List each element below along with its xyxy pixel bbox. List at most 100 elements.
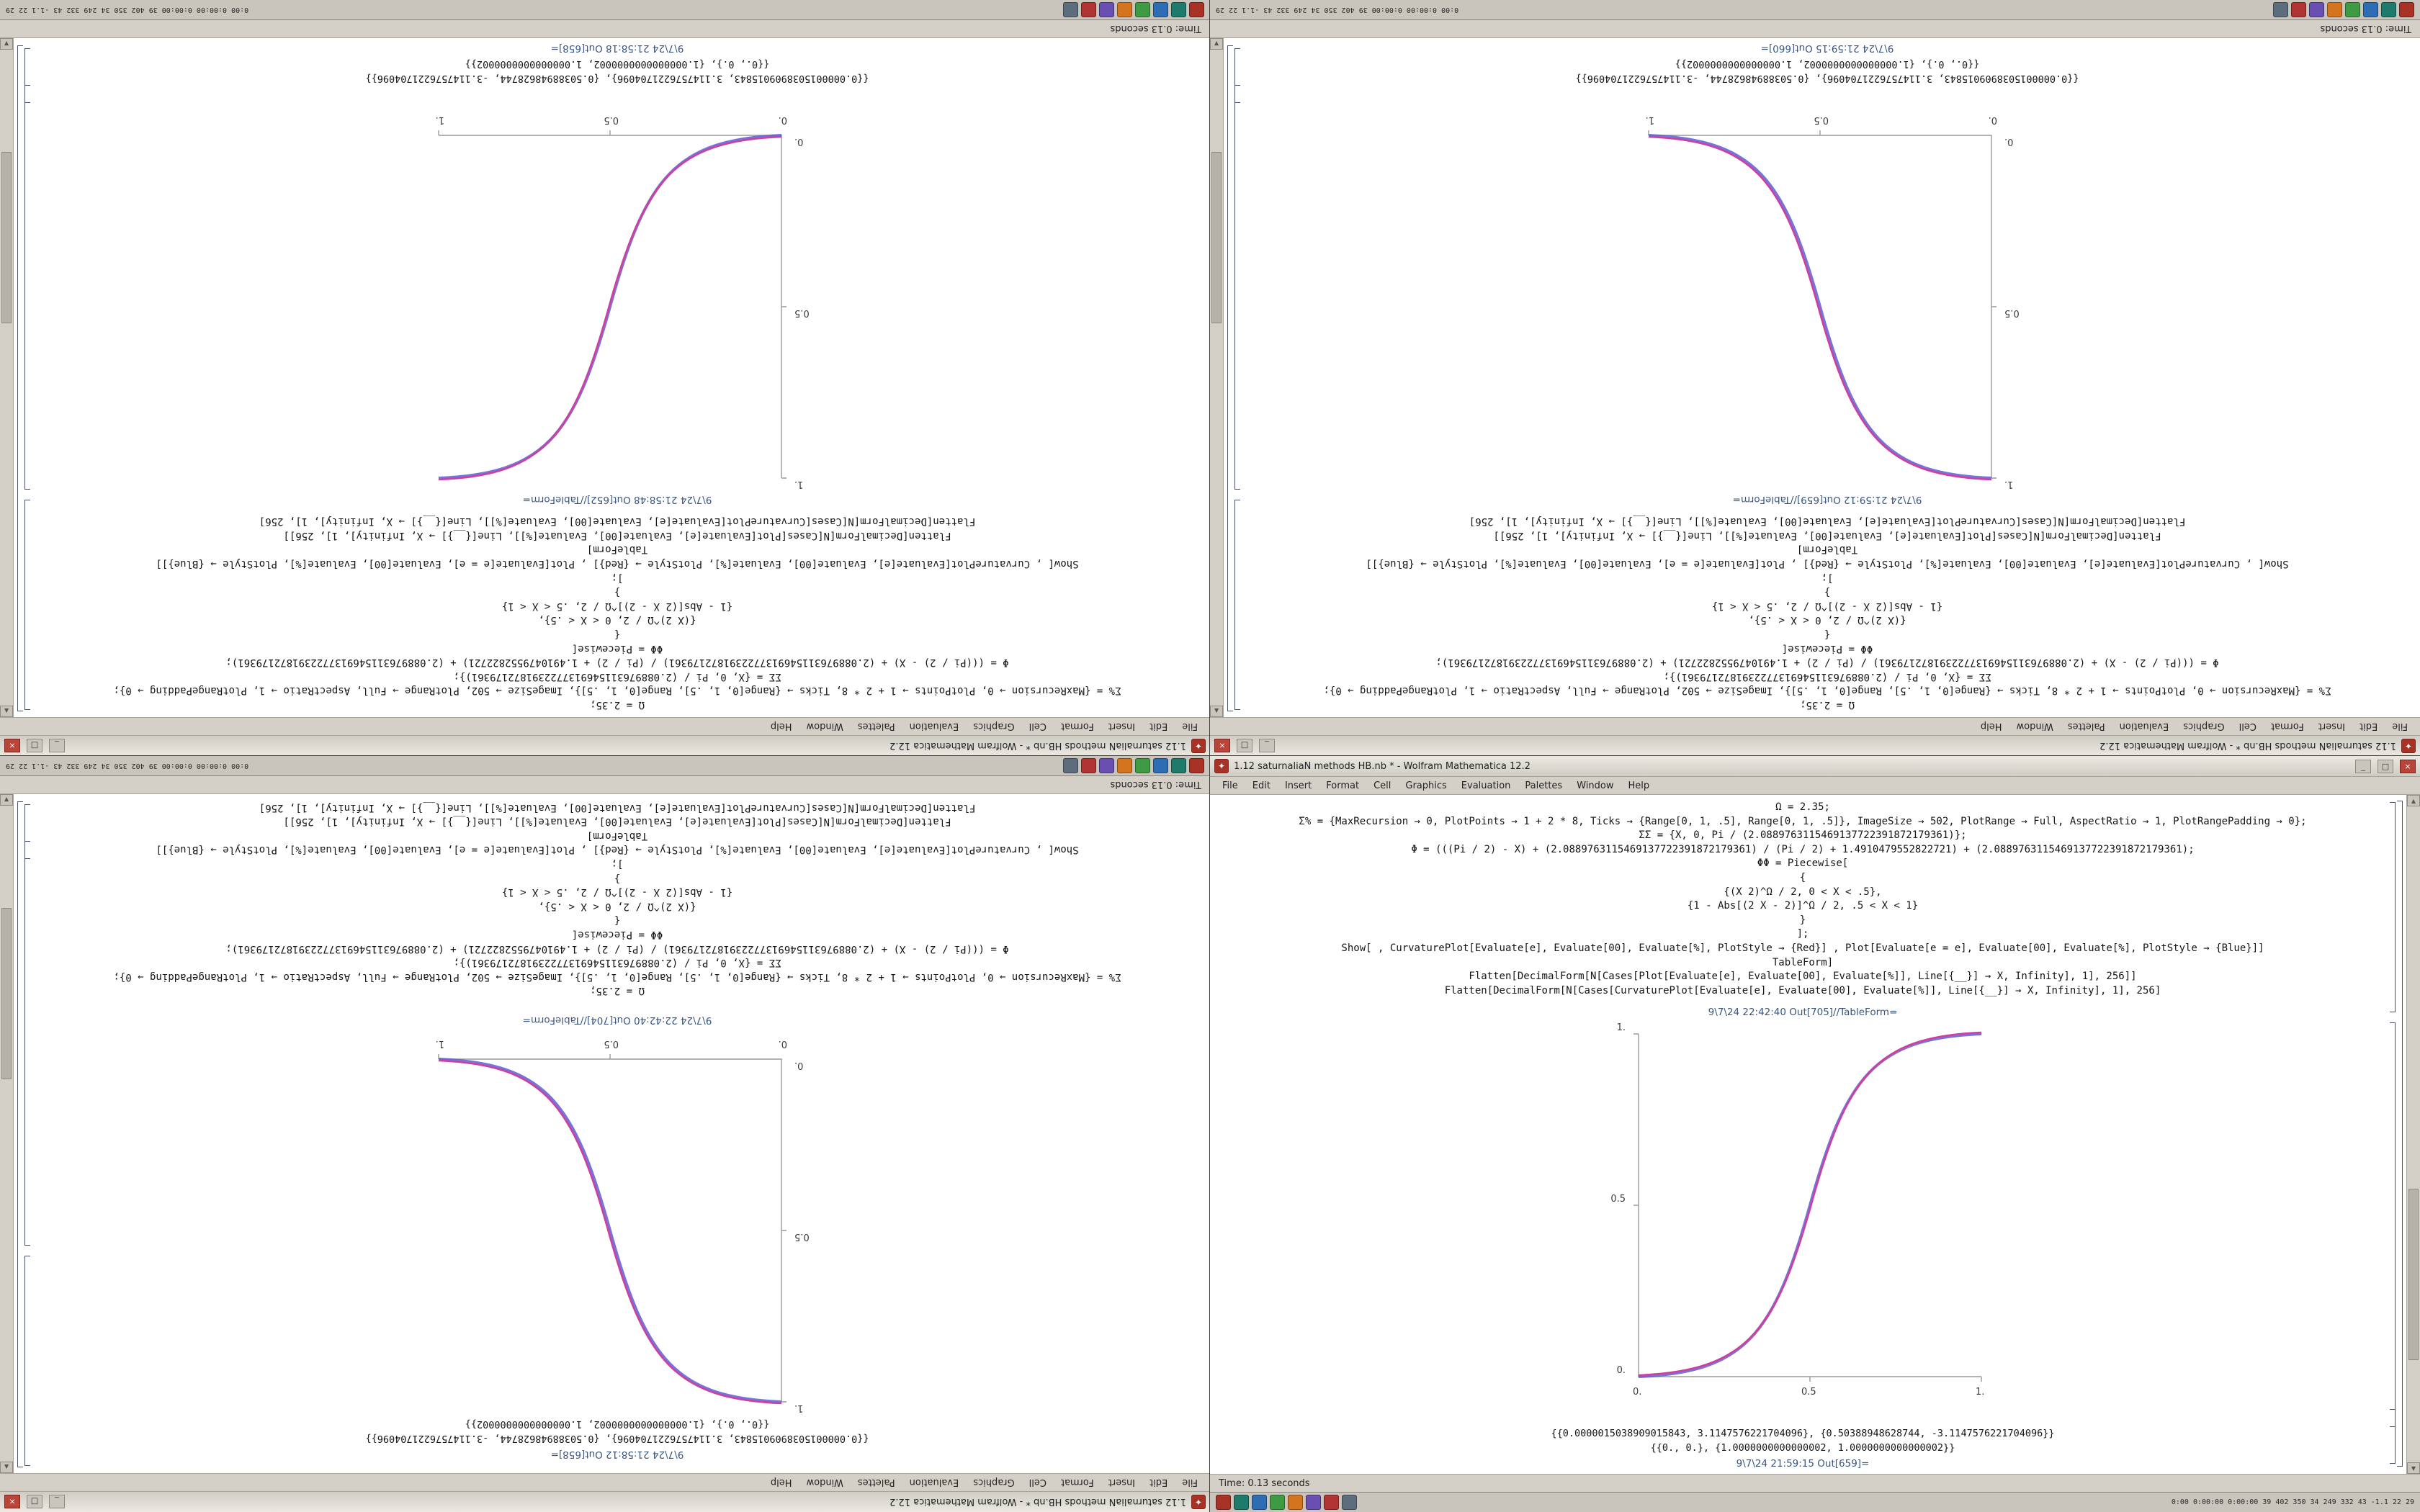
scroll-up-button[interactable]: ▲ [0, 706, 13, 717]
menu-item[interactable]: Edit [2360, 721, 2378, 732]
minimize-button[interactable]: _ [49, 739, 65, 753]
editor-icon[interactable] [1288, 1495, 1303, 1510]
scrollbar-thumb[interactable] [1, 908, 12, 1080]
files-icon[interactable] [1270, 1495, 1285, 1510]
editor-icon[interactable] [1117, 758, 1132, 773]
scroll-down-button[interactable]: ▼ [0, 38, 13, 50]
notebook-area[interactable]: Ω = 2.35; Σ% = {MaxRecursion → 0, PlotPoi… [1210, 795, 2420, 1474]
input-cell-bracket[interactable] [2390, 802, 2396, 1012]
menu-item[interactable]: Cell [2238, 721, 2257, 732]
vertical-scrollbar[interactable]: ▲ ▼ [0, 794, 14, 1473]
menu-item[interactable]: Help [770, 1477, 792, 1488]
vertical-scrollbar[interactable]: ▲ ▼ [2406, 795, 2420, 1474]
notebook-area[interactable]: Ω = 2.35; Σ% = {MaxRecursion → 0, PlotPoi… [1210, 38, 2420, 717]
input-cell[interactable]: Ω = 2.35; Σ% = {MaxRecursion → 0, PlotPoi… [1323, 514, 2331, 711]
menu-item[interactable]: File [1222, 780, 1238, 791]
scrollbar-thumb[interactable] [1211, 152, 1222, 324]
minimize-button[interactable]: _ [49, 1495, 65, 1509]
menu-item[interactable]: File [2392, 721, 2408, 732]
notebook-area[interactable]: Ω = 2.35; Σ% = {MaxRecursion → 0, PlotPoi… [0, 794, 1210, 1473]
settings-icon[interactable] [2273, 2, 2288, 17]
terminal-icon[interactable] [2381, 2, 2396, 17]
cell-group-bracket[interactable] [2397, 801, 2403, 1467]
menu-item[interactable]: Graphics [973, 721, 1015, 732]
system-icon[interactable] [1081, 758, 1096, 773]
maximize-button[interactable]: □ [1237, 739, 1252, 753]
settings-icon[interactable] [1063, 758, 1078, 773]
notebook-area[interactable]: Ω = 2.35; Σ% = {MaxRecursion → 0, PlotPoi… [0, 38, 1210, 717]
close-button[interactable]: × [1214, 739, 1230, 753]
media-icon[interactable] [1099, 2, 1114, 17]
browser-icon[interactable] [1252, 1495, 1267, 1510]
output-cell-bracket[interactable] [24, 48, 30, 103]
media-icon[interactable] [1099, 758, 1114, 773]
menu-item[interactable]: Palettes [2067, 721, 2105, 732]
input-cell[interactable]: Ω = 2.35; Σ% = {MaxRecursion → 0, PlotPoi… [113, 800, 1121, 997]
terminal-icon[interactable] [1234, 1495, 1249, 1510]
maximize-button[interactable]: □ [2378, 759, 2393, 773]
vertical-scrollbar[interactable]: ▲ ▼ [0, 38, 14, 717]
output-cell-bracket[interactable] [1234, 85, 1240, 490]
cell-group-bracket[interactable] [17, 45, 23, 711]
window-titlebar[interactable]: ✦ 1.12 saturnaliaN methods ΗΒ.nb * - Wol… [1210, 756, 2420, 777]
output-cell-bracket[interactable] [2390, 1022, 2396, 1427]
close-button[interactable]: × [2400, 759, 2416, 773]
scroll-up-button[interactable]: ▲ [2407, 795, 2420, 806]
browser-icon[interactable] [2363, 2, 2378, 17]
input-cell-bracket[interactable] [24, 1256, 30, 1466]
system-icon[interactable] [2291, 2, 2306, 17]
menu-item[interactable]: Window [806, 721, 843, 732]
vertical-scrollbar[interactable]: ▲ ▼ [1210, 38, 1224, 717]
menu-item[interactable]: Window [2016, 721, 2053, 732]
files-icon[interactable] [1135, 2, 1150, 17]
menu-item[interactable]: Window [1577, 780, 1614, 791]
terminal-icon[interactable] [1171, 758, 1186, 773]
minimize-button[interactable]: _ [1259, 739, 1275, 753]
input-cell[interactable]: Ω = 2.35; Σ% = {MaxRecursion → 0, PlotPoi… [113, 514, 1121, 711]
mathematica-icon[interactable] [1189, 758, 1204, 773]
menu-item[interactable]: Edit [1252, 780, 1270, 791]
menu-item[interactable]: Format [1060, 721, 1094, 732]
files-icon[interactable] [2345, 2, 2360, 17]
input-cell-bracket[interactable] [1234, 500, 1240, 710]
settings-icon[interactable] [1342, 1495, 1357, 1510]
mathematica-icon[interactable] [2399, 2, 2414, 17]
mathematica-icon[interactable] [1189, 2, 1204, 17]
menu-item[interactable]: Cell [1028, 1477, 1047, 1488]
output-cell-numbers[interactable]: {{0.0000015038909015843, 3.1147576221704… [366, 1417, 869, 1446]
menu-item[interactable]: Edit [1150, 1477, 1168, 1488]
cell-group-bracket[interactable] [1227, 45, 1233, 711]
menu-item[interactable]: Evaluation [909, 1477, 959, 1488]
menu-item[interactable]: Insert [1108, 1477, 1136, 1488]
menu-item[interactable]: Graphics [2183, 721, 2225, 732]
scrollbar-thumb[interactable] [2408, 1188, 2419, 1360]
menu-item[interactable]: Insert [2318, 721, 2346, 732]
menu-item[interactable]: Format [2270, 721, 2304, 732]
maximize-button[interactable]: □ [27, 1495, 42, 1509]
menu-item[interactable]: Cell [1028, 721, 1047, 732]
menu-item[interactable]: Help [770, 721, 792, 732]
output-cell-numbers[interactable]: {{0.0000015038909015843, 3.1147576221704… [1551, 1426, 2055, 1456]
menu-item[interactable]: Evaluation [1461, 780, 1511, 791]
menu-item[interactable]: Palettes [1525, 780, 1563, 791]
menu-item[interactable]: Graphics [973, 1477, 1015, 1488]
window-titlebar[interactable]: ✦ 1.12 saturnaliaN methods ΗΒ.nb * - Wol… [1210, 735, 2420, 756]
scroll-down-button[interactable]: ▼ [1210, 38, 1223, 50]
system-icon[interactable] [1324, 1495, 1339, 1510]
cell-group-bracket[interactable] [17, 801, 23, 1467]
output-cell-bracket[interactable] [1234, 48, 1240, 103]
menu-item[interactable]: Edit [1150, 721, 1168, 732]
minimize-button[interactable]: _ [2355, 759, 2371, 773]
menu-item[interactable]: Evaluation [909, 721, 959, 732]
menu-item[interactable]: Format [1326, 780, 1360, 791]
menu-item[interactable]: File [1182, 721, 1198, 732]
output-cell-bracket[interactable] [24, 841, 30, 1246]
output-cell-numbers[interactable]: {{0.0000015038909015843, 3.1147576221704… [1576, 57, 2079, 86]
output-cell-bracket[interactable] [2390, 1409, 2396, 1464]
menu-item[interactable]: Palettes [857, 1477, 895, 1488]
browser-icon[interactable] [1153, 2, 1168, 17]
editor-icon[interactable] [2327, 2, 2342, 17]
close-button[interactable]: × [4, 1495, 20, 1509]
output-cell-bracket[interactable] [24, 804, 30, 859]
output-cell-bracket[interactable] [24, 85, 30, 490]
